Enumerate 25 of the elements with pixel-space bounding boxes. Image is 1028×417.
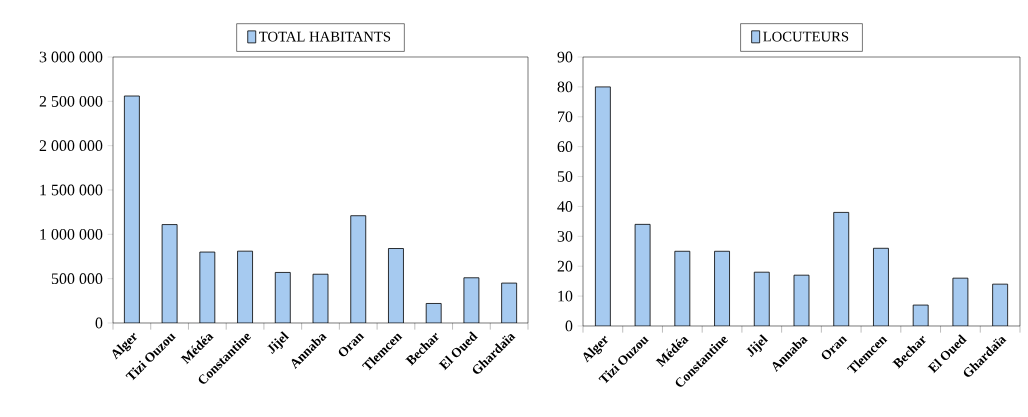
bar [594, 86, 611, 326]
legend-label: LOCUTEURS [763, 31, 849, 42]
y-tick-label: 40 [557, 201, 573, 212]
y-tick-label: 50 [557, 171, 573, 182]
y-tick-label: 1 000 000 [40, 228, 103, 240]
bar [873, 247, 889, 326]
y-tick-label: 10 [558, 290, 573, 302]
y-tick-label: 30 [557, 230, 573, 242]
bar [833, 212, 850, 326]
bar [674, 250, 691, 326]
bar [714, 250, 730, 326]
y-tick-label: 0 [565, 320, 573, 332]
y-tick-label: 60 [557, 141, 573, 153]
y-tick-label: 2 000 000 [39, 140, 103, 152]
y-tick-label: 3 000 000 [39, 51, 103, 63]
y-tick-label: 20 [557, 260, 573, 272]
legend-label: TOTAL HABITANTS [259, 31, 391, 42]
y-tick-label: 80 [557, 81, 573, 93]
y-tick-label: 500 000 [51, 273, 103, 285]
y-tick-label: 90 [557, 51, 573, 63]
y-tick-label: 1 500 000 [40, 184, 103, 196]
y-tick-label: 0 [95, 317, 103, 329]
y-tick-label: 70 [558, 111, 573, 123]
y-tick-label: 2 500 000 [39, 95, 103, 107]
bar [753, 271, 770, 326]
